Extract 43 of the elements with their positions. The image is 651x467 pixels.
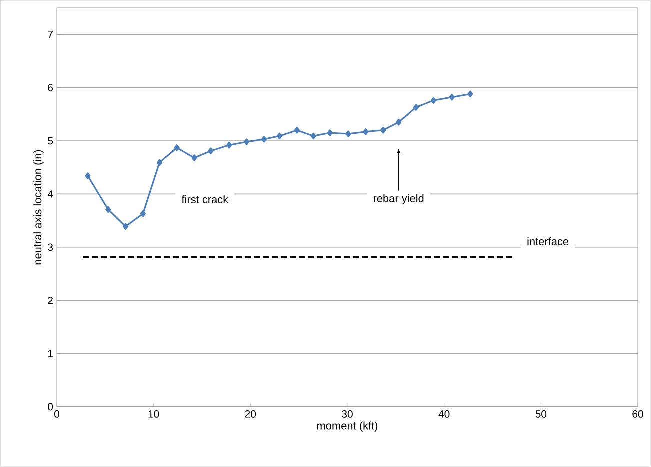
point xyxy=(430,97,436,104)
y-tick-label: 6 xyxy=(48,84,54,92)
x-tick-label: 10 xyxy=(148,410,160,418)
point xyxy=(208,148,214,154)
x-tick-label: 50 xyxy=(536,410,547,418)
point xyxy=(346,130,352,138)
point xyxy=(276,132,282,140)
y-tick-label: 1 xyxy=(48,350,53,358)
point xyxy=(106,206,112,214)
point xyxy=(380,126,386,134)
y-axis-title: neutral axis location (in) xyxy=(34,150,44,265)
point xyxy=(414,104,420,111)
x-tick-label: 60 xyxy=(632,410,644,418)
point xyxy=(327,130,333,136)
point xyxy=(363,128,369,136)
point xyxy=(192,154,198,162)
x-tick-label: 20 xyxy=(245,410,256,418)
y-tick-label: 2 xyxy=(48,296,53,304)
y-tick-label: 7 xyxy=(48,31,53,38)
x-tick-label: 0 xyxy=(54,410,60,418)
point xyxy=(174,144,180,152)
y-tick-label: 0 xyxy=(48,403,54,411)
point xyxy=(261,136,267,143)
point xyxy=(85,172,91,180)
y-tick-label: 3 xyxy=(48,244,54,252)
point xyxy=(310,132,316,140)
point xyxy=(468,90,474,98)
x-tick-label: 30 xyxy=(342,410,353,418)
x-tick-label: 40 xyxy=(438,410,450,418)
point xyxy=(396,118,402,126)
point xyxy=(244,138,250,146)
annotation: first crack xyxy=(182,195,229,204)
annotation: interface xyxy=(528,238,569,246)
point xyxy=(156,159,162,166)
annotation: rebar yield xyxy=(374,194,424,205)
y-tick-label: 5 xyxy=(48,137,54,145)
point xyxy=(294,126,300,134)
point xyxy=(123,223,129,230)
point xyxy=(140,210,146,218)
point xyxy=(226,142,232,149)
point xyxy=(449,94,455,101)
y-tick-label: 4 xyxy=(48,190,54,198)
x-axis-title: moment (kft) xyxy=(317,422,378,432)
